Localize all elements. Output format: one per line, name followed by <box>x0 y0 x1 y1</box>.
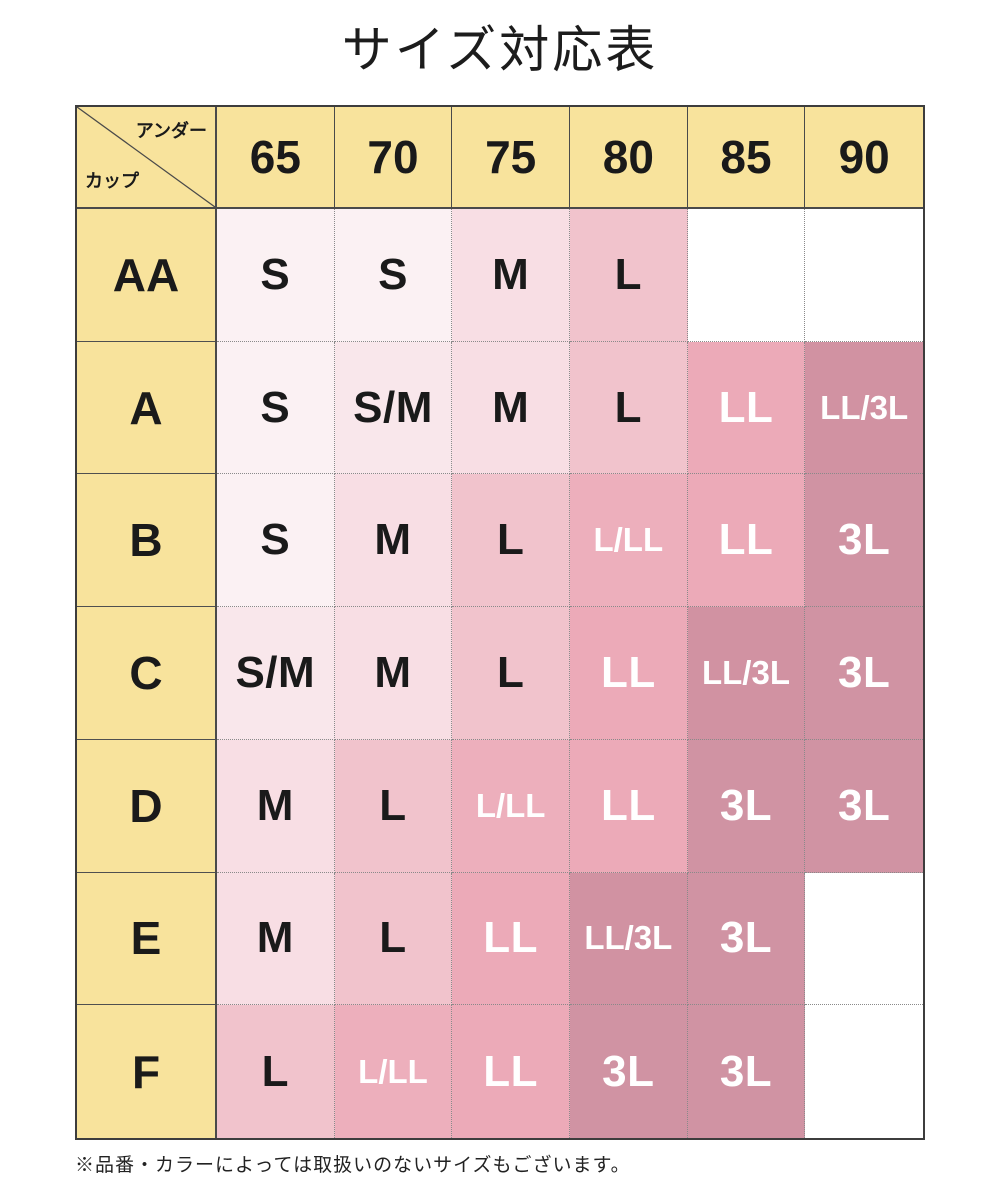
size-cell-E-75: LL <box>452 872 570 1006</box>
empty-cell-AA-85 <box>687 209 806 342</box>
under-header-90: 90 <box>805 107 923 209</box>
cup-header-E: E <box>77 872 217 1006</box>
size-cell-F-85: 3L <box>687 1005 806 1138</box>
size-cell-A-75: M <box>452 341 570 475</box>
size-cell-B-75: L <box>452 474 570 608</box>
cup-header-A: A <box>77 341 217 475</box>
under-header-85: 85 <box>687 107 806 209</box>
under-header-75: 75 <box>452 107 570 209</box>
size-cell-F-70: L/LL <box>334 1005 453 1138</box>
cup-axis-label: カップ <box>85 171 139 191</box>
size-cell-C-80: LL <box>569 607 688 740</box>
size-cell-E-85: 3L <box>687 872 806 1006</box>
empty-cell-E-90 <box>805 872 923 1006</box>
cup-header-D: D <box>77 739 217 873</box>
size-cell-D-65: M <box>217 739 335 873</box>
page-title: サイズ対応表 <box>341 22 659 78</box>
size-cell-A-70: S/M <box>334 341 453 475</box>
size-cell-B-85: LL <box>687 474 806 608</box>
under-header-70: 70 <box>334 107 453 209</box>
size-cell-E-70: L <box>334 872 453 1006</box>
size-cell-F-65: L <box>217 1005 335 1138</box>
size-cell-D-75: L/LL <box>452 739 570 873</box>
size-cell-AA-65: S <box>217 209 335 342</box>
under-header-80: 80 <box>569 107 688 209</box>
size-cell-C-75: L <box>452 607 570 740</box>
size-table: アンダー カップ 65 70 75 80 85 90 AA S S M L A S S/M M L LL LL/3… <box>75 105 925 1140</box>
under-axis-label: アンダー <box>135 121 207 141</box>
empty-cell-AA-90 <box>805 209 923 342</box>
size-cell-AA-70: S <box>334 209 453 342</box>
cup-header-AA: AA <box>77 209 217 342</box>
diagonal-divider-icon <box>77 107 215 207</box>
footnote: ※品番・カラーによっては取扱いのないサイズもございます。 <box>75 1155 631 1176</box>
cup-header-B: B <box>77 474 217 608</box>
size-cell-AA-75: M <box>452 209 570 342</box>
size-cell-A-85: LL <box>687 341 806 475</box>
cup-header-F: F <box>77 1005 217 1138</box>
size-cell-E-80: LL/3L <box>569 872 688 1006</box>
size-cell-B-70: M <box>334 474 453 608</box>
cup-header-C: C <box>77 607 217 740</box>
size-cell-C-85: LL/3L <box>687 607 806 740</box>
size-cell-C-65: S/M <box>217 607 335 740</box>
size-cell-C-70: M <box>334 607 453 740</box>
under-header-65: 65 <box>217 107 335 209</box>
size-cell-E-65: M <box>217 872 335 1006</box>
size-cell-D-80: LL <box>569 739 688 873</box>
size-cell-C-90: 3L <box>805 607 923 740</box>
empty-cell-F-90 <box>805 1005 923 1138</box>
size-cell-F-80: 3L <box>569 1005 688 1138</box>
size-cell-A-90: LL/3L <box>805 341 923 475</box>
size-cell-A-80: L <box>569 341 688 475</box>
size-cell-D-90: 3L <box>805 739 923 873</box>
size-cell-AA-80: L <box>569 209 688 342</box>
size-cell-B-80: L/LL <box>569 474 688 608</box>
size-cell-D-70: L <box>334 739 453 873</box>
corner-cell: アンダー カップ <box>77 107 217 209</box>
size-cell-D-85: 3L <box>687 739 806 873</box>
size-cell-B-90: 3L <box>805 474 923 608</box>
size-cell-B-65: S <box>217 474 335 608</box>
size-cell-A-65: S <box>217 341 335 475</box>
size-cell-F-75: LL <box>452 1005 570 1138</box>
